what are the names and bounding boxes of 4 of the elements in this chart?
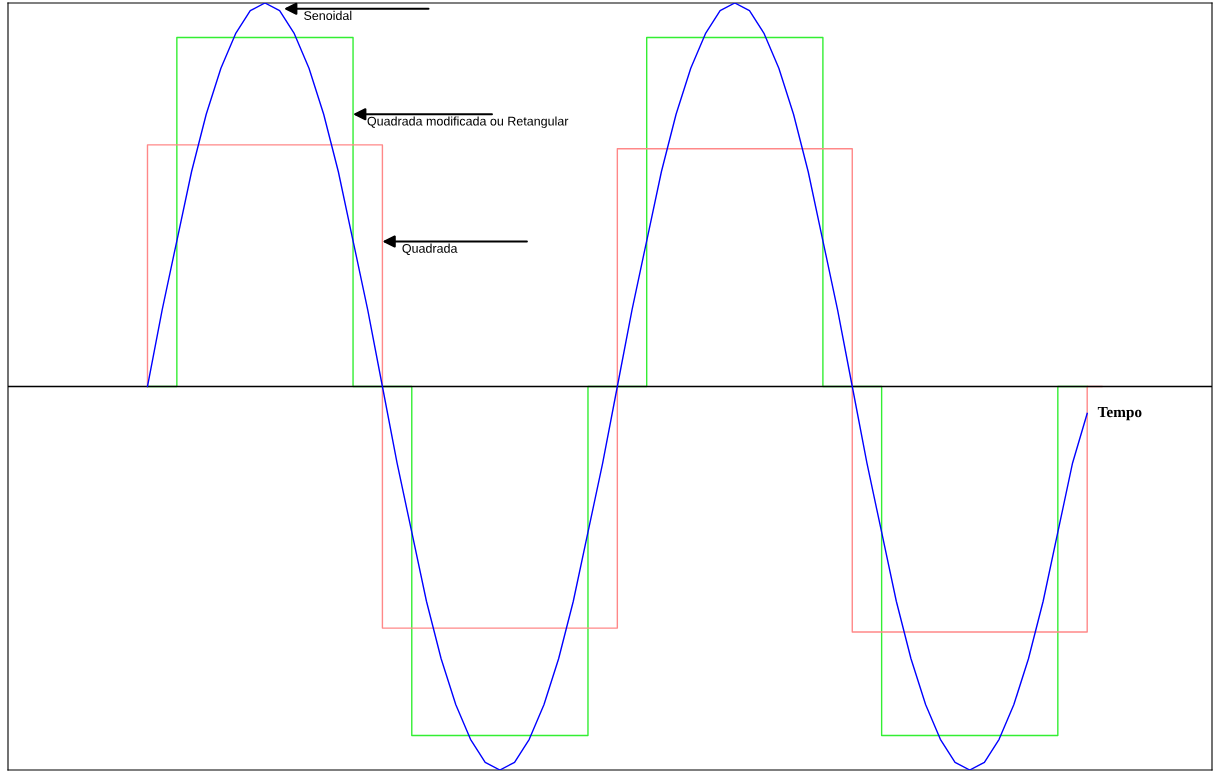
x-axis-title: Tempo bbox=[1097, 407, 1142, 421]
series-label: Quadrada bbox=[402, 243, 458, 256]
series-label: Senoidal bbox=[304, 10, 352, 21]
series-label: Quadrada modificada ou Retangular bbox=[367, 116, 569, 129]
